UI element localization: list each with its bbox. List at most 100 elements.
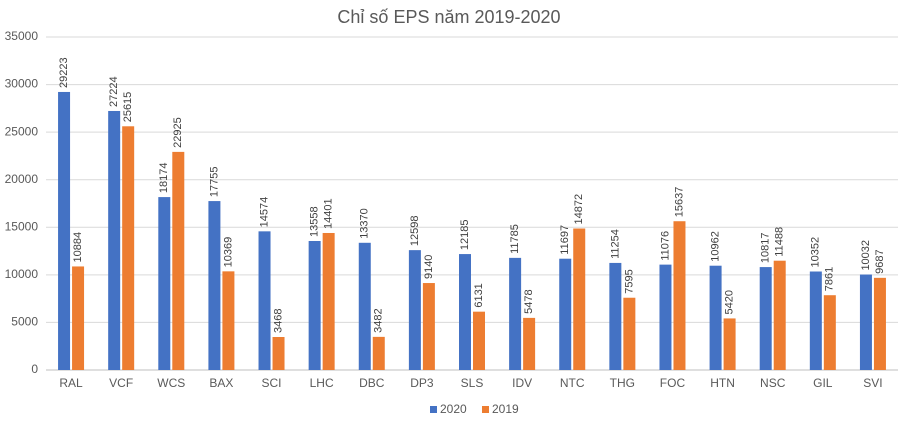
x-tick-label: DP3 — [410, 376, 434, 390]
bar — [609, 262, 622, 370]
value-label: 11488 — [774, 227, 786, 257]
x-tick-label: NTC — [560, 376, 585, 390]
bar — [372, 336, 385, 370]
x-tick-label: RAL — [59, 376, 83, 390]
bar — [58, 91, 71, 371]
bar — [723, 318, 736, 370]
y-tick-label: 35000 — [5, 29, 39, 43]
y-tick-label: 25000 — [5, 124, 39, 138]
x-tick-label: SLS — [461, 376, 484, 390]
bar — [509, 257, 522, 370]
x-tick-label: NSC — [760, 376, 786, 390]
x-tick-label: GIL — [813, 376, 833, 390]
bar — [809, 271, 822, 370]
value-label: 18174 — [158, 162, 170, 193]
x-tick-label: VCF — [109, 376, 133, 390]
bar — [573, 228, 586, 370]
legend-swatch — [482, 406, 489, 413]
value-label: 3468 — [272, 309, 284, 333]
bar — [709, 265, 722, 370]
value-label: 14872 — [573, 194, 585, 225]
bar — [172, 151, 185, 370]
bar — [422, 283, 435, 370]
value-label: 5420 — [723, 290, 735, 314]
value-label: 17755 — [208, 166, 220, 197]
bar — [773, 260, 786, 370]
bar — [659, 264, 672, 370]
bar — [358, 242, 371, 370]
value-label: 11254 — [609, 229, 621, 259]
y-tick-label: 15000 — [5, 219, 39, 233]
x-tick-label: FOC — [660, 376, 686, 390]
bar — [873, 277, 886, 370]
bar — [322, 232, 335, 370]
value-label: 5478 — [523, 289, 535, 313]
value-label: 10032 — [860, 240, 872, 271]
value-label: 27224 — [108, 76, 120, 107]
value-label: 14401 — [323, 198, 335, 229]
value-label: 9140 — [423, 255, 435, 279]
bar — [823, 295, 836, 370]
value-label: 13558 — [309, 206, 321, 237]
value-label: 10817 — [760, 232, 772, 263]
x-tick-label: HTN — [710, 376, 735, 390]
x-tick-label: WCS — [157, 376, 185, 390]
value-label: 6131 — [473, 283, 485, 307]
x-tick-label: SVI — [863, 376, 882, 390]
bar — [258, 231, 271, 370]
legend-swatch — [430, 406, 437, 413]
legend-label: 2019 — [492, 402, 519, 416]
x-tick-label: IDV — [512, 376, 532, 390]
bar — [222, 271, 235, 370]
bar — [72, 266, 85, 370]
bar — [523, 317, 536, 370]
bar — [673, 221, 686, 370]
value-label: 11076 — [659, 231, 671, 261]
x-tick-label: THG — [610, 376, 635, 390]
value-label: 10369 — [222, 237, 234, 268]
value-label: 10962 — [709, 231, 721, 262]
x-tick-label: LHC — [310, 376, 334, 390]
value-label: 11697 — [559, 225, 571, 255]
value-label: 7861 — [824, 267, 836, 291]
bar — [308, 241, 321, 370]
value-label: 13370 — [359, 208, 371, 239]
x-tick-label: BAX — [209, 376, 233, 390]
y-tick-label: 10000 — [5, 267, 39, 281]
value-label: 22925 — [172, 117, 184, 148]
value-label: 12598 — [409, 216, 421, 247]
bar — [208, 201, 221, 370]
bar — [623, 297, 636, 370]
x-tick-label: DBC — [359, 376, 385, 390]
x-tick-label: SCI — [262, 376, 282, 390]
value-label: 11785 — [509, 224, 521, 254]
value-label: 10352 — [810, 237, 822, 268]
value-label: 15637 — [673, 187, 685, 218]
value-label: 29223 — [58, 57, 70, 88]
value-label: 12185 — [459, 219, 471, 250]
y-tick-label: 20000 — [5, 172, 39, 186]
y-tick-label: 30000 — [5, 77, 39, 91]
chart-title: Chỉ số EPS năm 2019-2020 — [337, 7, 560, 27]
bar — [559, 258, 572, 370]
y-tick-label: 0 — [31, 362, 38, 376]
bar — [408, 250, 421, 370]
bar — [272, 337, 285, 370]
bar — [859, 274, 872, 370]
bar — [122, 126, 135, 371]
value-label: 9687 — [874, 249, 886, 273]
value-label: 3482 — [373, 308, 385, 332]
y-tick-label: 5000 — [11, 315, 38, 329]
bar — [158, 197, 171, 370]
value-label: 25615 — [122, 92, 134, 123]
bar — [759, 267, 772, 370]
value-label: 7595 — [623, 269, 635, 293]
value-label: 10884 — [72, 232, 84, 263]
bar — [459, 254, 471, 370]
value-label: 14574 — [258, 197, 270, 228]
bar — [108, 110, 121, 370]
legend-label: 2020 — [440, 402, 467, 416]
bar — [473, 311, 485, 370]
